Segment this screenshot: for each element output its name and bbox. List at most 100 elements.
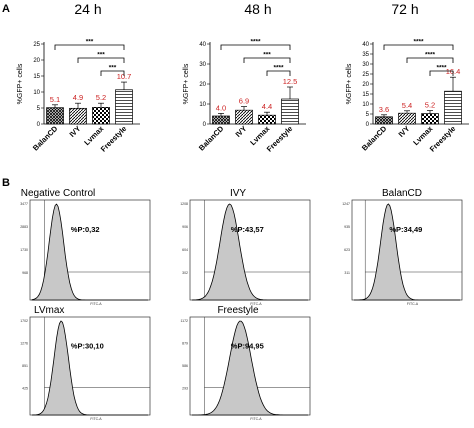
bar-charts: 24 h %GFP+ cells 0 5 10 15 20 25 5.1 BalanCD 4.9 IV… bbox=[17, 1, 469, 154]
significance-bracket bbox=[100, 70, 125, 76]
category-label: BalanCD bbox=[197, 124, 226, 153]
bar-lvmax bbox=[421, 113, 439, 125]
bar-freestyle bbox=[115, 89, 133, 125]
y-tick-label: 20 bbox=[33, 58, 40, 64]
bar-chart-1: 48 h %GFP+ cells 0 10 20 30 40 4.0 BalanCD 6.9 IVY… bbox=[183, 1, 306, 154]
bar-lvmax bbox=[258, 114, 276, 125]
histogram-x-label: FITC-A bbox=[250, 302, 262, 306]
histogram-y-tick: 311 bbox=[344, 271, 350, 275]
histogram-curve bbox=[354, 203, 460, 301]
significance-bracket bbox=[54, 44, 125, 50]
histogram-y-tick: 302 bbox=[182, 271, 188, 275]
histogram-frame bbox=[189, 199, 311, 301]
chart-title: 48 h bbox=[244, 1, 271, 17]
category-label: BalanCD bbox=[31, 124, 60, 153]
significance-label: **** bbox=[413, 39, 424, 46]
y-tick-label: 40 bbox=[362, 42, 369, 48]
data-label: 5.2 bbox=[425, 101, 435, 110]
significance-bracket bbox=[383, 44, 454, 50]
histogram-y-tick: 1276 bbox=[20, 342, 28, 346]
bar-balancd bbox=[375, 116, 393, 125]
bar-ivy bbox=[235, 109, 253, 125]
significance-label: *** bbox=[86, 39, 94, 46]
bar-chart-2: 72 h %GFP+ cells 0 5 10 15 20 25 30 35 40 3.6 BalanC… bbox=[346, 1, 469, 154]
y-tick-label: 0 bbox=[203, 122, 207, 128]
bar-chart-0: 24 h %GFP+ cells 0 5 10 15 20 25 5.1 BalanCD 4.9 IV… bbox=[17, 1, 140, 154]
data-label: 12.5 bbox=[283, 77, 298, 86]
histogram-y-tick: 935 bbox=[344, 225, 350, 229]
category-label: IVY bbox=[396, 124, 411, 139]
significance-bracket bbox=[406, 57, 454, 63]
panel-label-a: A bbox=[2, 3, 10, 15]
panel-label-b: B bbox=[2, 177, 10, 189]
histogram-x-label: FITC-A bbox=[90, 417, 102, 421]
y-tick-label: 15 bbox=[362, 92, 369, 98]
histogram-x-label: FITC-A bbox=[407, 302, 419, 306]
histogram-1: IVY 1208 906 604 302 FITC-A %P:43,57 bbox=[180, 188, 311, 306]
data-label: 5.1 bbox=[50, 95, 60, 104]
y-tick-label: 15 bbox=[33, 74, 40, 80]
percent-positive-label: %P:43,57 bbox=[231, 225, 264, 234]
data-label: 4.9 bbox=[73, 93, 83, 102]
data-label: 4.0 bbox=[216, 103, 226, 112]
chart-title: 24 h bbox=[74, 1, 101, 17]
significance-bracket bbox=[220, 44, 291, 50]
y-axis-label: %GFP+ cells bbox=[183, 63, 190, 104]
histogram-title: Negative Control bbox=[21, 188, 95, 199]
significance-bracket bbox=[429, 70, 454, 76]
category-label: IVY bbox=[67, 124, 82, 139]
y-tick-label: 25 bbox=[33, 42, 40, 48]
histogram-2: BalanCD 1247 935 623 311 FITC-A %P:34,49 bbox=[342, 188, 463, 306]
bar-freestyle bbox=[444, 90, 462, 125]
data-label: 3.6 bbox=[379, 105, 389, 114]
histogram-panels: Negative Control 3477 2883 1730 968 FITC-A %P:… bbox=[20, 188, 463, 421]
y-tick-label: 40 bbox=[199, 42, 206, 48]
significance-label: *** bbox=[109, 65, 117, 72]
histogram-y-tick: 1208 bbox=[180, 202, 188, 206]
data-label: 10.7 bbox=[117, 72, 132, 81]
histogram-y-tick: 623 bbox=[344, 248, 350, 252]
histogram-curve bbox=[192, 320, 308, 416]
y-axis-label: %GFP+ cells bbox=[346, 63, 353, 104]
histogram-x-label: FITC-A bbox=[250, 417, 262, 421]
histogram-y-tick: 851 bbox=[22, 364, 28, 368]
y-tick-label: 30 bbox=[199, 62, 206, 68]
y-tick-label: 35 bbox=[362, 52, 369, 58]
histogram-4: Freestyle 1172 879 586 293 FITC-A %P:94,95 bbox=[180, 305, 311, 421]
significance-label: *** bbox=[97, 52, 105, 59]
significance-label: **** bbox=[436, 65, 447, 72]
data-label: 5.2 bbox=[96, 93, 106, 102]
histogram-y-tick: 293 bbox=[182, 387, 188, 391]
bar-ivy bbox=[398, 112, 416, 125]
histogram-y-tick: 586 bbox=[182, 364, 188, 368]
histogram-y-tick: 1702 bbox=[20, 319, 28, 323]
percent-positive-label: %P:94,95 bbox=[231, 341, 264, 350]
histogram-title: IVY bbox=[230, 188, 246, 199]
y-tick-label: 5 bbox=[37, 106, 41, 112]
y-axis-label: %GFP+ cells bbox=[17, 63, 24, 104]
y-tick-label: 10 bbox=[33, 90, 40, 96]
histogram-curve bbox=[31, 320, 148, 416]
percent-positive-label: %P:0,32 bbox=[71, 225, 100, 234]
histogram-x-label: FITC-A bbox=[90, 302, 102, 306]
y-tick-label: 10 bbox=[362, 102, 369, 108]
y-tick-label: 5 bbox=[366, 112, 370, 118]
data-label: 5.4 bbox=[402, 101, 412, 110]
percent-positive-label: %P:34,49 bbox=[389, 225, 422, 234]
histogram-y-tick: 1730 bbox=[20, 248, 28, 252]
bar-balancd bbox=[46, 107, 64, 125]
chart-title: 72 h bbox=[391, 1, 418, 17]
bar-freestyle bbox=[281, 98, 299, 125]
significance-label: **** bbox=[273, 65, 284, 72]
histogram-3: LVmax 1702 1276 851 425 FITC-A %P:30,10 bbox=[20, 305, 151, 421]
y-tick-label: 0 bbox=[366, 122, 370, 128]
histogram-frame bbox=[351, 199, 463, 301]
percent-positive-label: %P:30,10 bbox=[71, 341, 104, 350]
bar-lvmax bbox=[92, 107, 110, 125]
histogram-title: LVmax bbox=[34, 305, 64, 316]
histogram-y-tick: 1247 bbox=[342, 202, 350, 206]
histogram-y-tick: 2883 bbox=[20, 225, 28, 229]
significance-label: **** bbox=[250, 39, 261, 46]
y-tick-label: 20 bbox=[199, 82, 206, 88]
